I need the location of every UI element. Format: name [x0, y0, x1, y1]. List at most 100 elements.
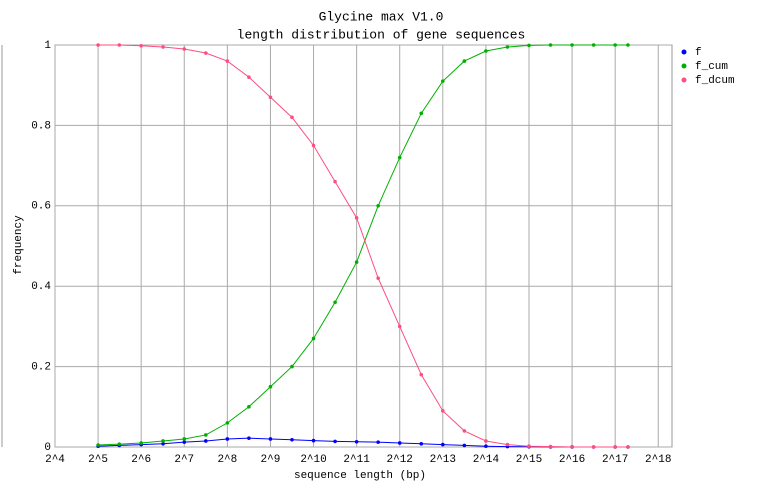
series-line	[98, 44, 628, 448]
data-point	[354, 216, 359, 220]
data-point	[225, 437, 230, 441]
data-point	[117, 442, 122, 446]
data-point	[182, 437, 187, 441]
legend-label: f_dcum	[695, 75, 735, 87]
data-point	[96, 43, 100, 47]
data-point	[626, 43, 630, 47]
data-point	[247, 405, 251, 409]
data-point	[290, 364, 294, 369]
x-tick-label: 2^18	[645, 454, 671, 466]
data-point	[548, 444, 553, 449]
data-point	[397, 441, 402, 445]
y-tick-label: 0.2	[31, 362, 51, 374]
x-tick-label: 2^4	[45, 454, 65, 466]
series-line	[98, 44, 628, 446]
x-tick-label: 2^14	[473, 454, 500, 466]
data-point	[333, 179, 337, 184]
data-point	[505, 45, 510, 49]
data-point	[268, 95, 273, 100]
x-tick-label: 2^7	[174, 454, 194, 466]
data-point	[354, 439, 359, 444]
data-point	[613, 445, 617, 449]
y-tick-label: 0.4	[31, 281, 51, 293]
data-point	[290, 115, 294, 120]
data-point	[548, 43, 553, 47]
x-tick-label: 2^6	[131, 454, 151, 466]
data-point	[354, 260, 359, 264]
data-point	[333, 300, 337, 305]
x-tick-label: 2^9	[261, 454, 281, 466]
data-point	[161, 441, 165, 446]
legend-label: f_cum	[695, 61, 728, 73]
data-point	[570, 43, 574, 47]
data-point	[570, 445, 574, 449]
data-point	[161, 45, 165, 49]
data-point	[333, 439, 337, 444]
data-point	[268, 437, 273, 441]
data-point	[225, 421, 230, 425]
x-tick-label: 2^11	[343, 454, 370, 466]
y-tick-label: 0.8	[31, 120, 51, 132]
x-tick-label: 2^13	[430, 454, 456, 466]
data-point	[397, 324, 402, 329]
chart-subtitle: length distribution of gene sequences	[237, 27, 526, 42]
data-point	[484, 439, 488, 443]
y-tick-label: 0.6	[31, 201, 51, 213]
data-point	[161, 439, 165, 443]
data-point	[204, 439, 208, 443]
data-point	[376, 440, 380, 444]
legend-label: f	[695, 47, 702, 59]
data-point	[117, 43, 122, 47]
x-tick-label: 2^12	[387, 454, 413, 466]
data-point	[419, 111, 424, 116]
legend-marker	[681, 63, 687, 69]
data-point	[225, 59, 230, 63]
x-tick-label: 2^15	[516, 454, 542, 466]
data-point	[139, 44, 143, 48]
data-point	[441, 442, 445, 447]
x-tick-label: 2^5	[88, 454, 108, 466]
data-point	[591, 445, 596, 449]
chart-title: Glycine max V1.0	[319, 9, 444, 24]
data-point	[268, 384, 273, 389]
data-point	[462, 429, 467, 433]
data-point	[527, 444, 531, 448]
data-point	[397, 155, 402, 160]
data-point	[182, 47, 187, 51]
x-tick-label: 2^16	[559, 454, 585, 466]
y-tick-label: 0	[44, 442, 51, 454]
x-tick-label: 2^17	[602, 454, 628, 466]
data-point	[626, 445, 630, 449]
data-point	[311, 143, 316, 148]
data-point	[527, 43, 531, 48]
data-point	[505, 442, 510, 447]
data-point	[182, 440, 187, 444]
data-point	[376, 204, 380, 208]
data-point	[613, 43, 617, 47]
data-point	[462, 59, 467, 63]
data-point	[204, 433, 208, 437]
data-point	[204, 51, 208, 55]
legend-marker	[681, 77, 687, 83]
data-point	[376, 276, 380, 280]
data-point	[591, 43, 596, 47]
x-axis-label: sequence length (bp)	[294, 470, 426, 482]
data-point	[290, 437, 294, 442]
data-point	[441, 409, 445, 413]
x-tick-label: 2^8	[217, 454, 237, 466]
data-point	[311, 438, 316, 443]
data-point	[247, 75, 251, 79]
y-tick-label: 1	[44, 40, 51, 52]
data-point	[419, 441, 424, 446]
legend-marker	[681, 49, 687, 55]
y-axis-label: frequency	[13, 215, 25, 275]
data-point	[311, 336, 316, 341]
data-point	[247, 436, 251, 440]
data-point	[484, 444, 488, 448]
data-point	[441, 79, 445, 83]
data-point	[462, 443, 467, 448]
data-point	[419, 372, 424, 377]
x-tick-label: 2^10	[300, 454, 326, 466]
data-point	[484, 49, 488, 53]
